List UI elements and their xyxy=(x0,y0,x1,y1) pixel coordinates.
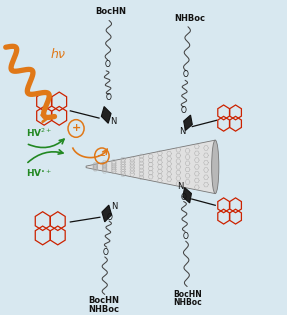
Polygon shape xyxy=(184,115,192,130)
Text: O: O xyxy=(182,232,188,241)
Text: O: O xyxy=(180,193,186,202)
Polygon shape xyxy=(86,140,215,194)
Text: O: O xyxy=(182,70,188,79)
Polygon shape xyxy=(183,187,191,203)
Text: −: − xyxy=(97,151,106,161)
Text: N: N xyxy=(111,202,117,211)
Text: $h\nu$: $h\nu$ xyxy=(50,47,67,60)
Text: BocHN: BocHN xyxy=(95,7,126,15)
Text: O: O xyxy=(107,213,113,222)
Polygon shape xyxy=(101,106,111,123)
Text: O: O xyxy=(105,60,110,69)
Text: NHBoc: NHBoc xyxy=(174,14,205,23)
Text: NHBoc: NHBoc xyxy=(174,298,202,307)
Text: N: N xyxy=(178,182,184,191)
Text: O: O xyxy=(180,106,186,115)
Text: O: O xyxy=(106,93,112,102)
Text: BocHN: BocHN xyxy=(174,290,202,299)
Text: +: + xyxy=(71,123,81,134)
Text: BocHN: BocHN xyxy=(88,296,119,305)
Text: NHBoc: NHBoc xyxy=(88,305,119,314)
Text: N: N xyxy=(179,127,185,136)
Text: HV$^{\bullet+}$: HV$^{\bullet+}$ xyxy=(26,168,52,179)
Text: HV$^{2+}$: HV$^{2+}$ xyxy=(26,126,52,139)
Text: N: N xyxy=(110,117,117,126)
Text: O: O xyxy=(103,248,108,257)
Polygon shape xyxy=(102,205,112,222)
Ellipse shape xyxy=(212,140,219,194)
